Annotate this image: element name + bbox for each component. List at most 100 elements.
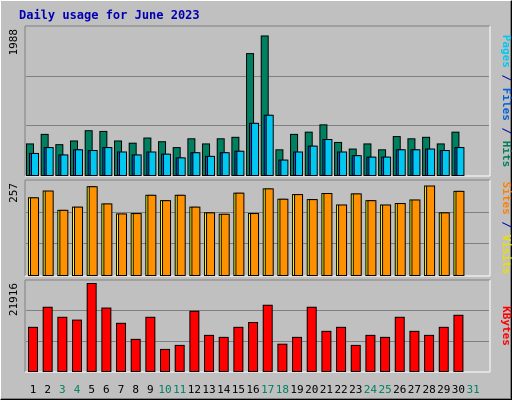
sites-bar xyxy=(88,186,98,276)
kbytes-bar xyxy=(321,330,332,372)
sites-bar xyxy=(132,213,142,276)
sites-bar xyxy=(308,199,318,276)
day-label: 13 xyxy=(202,383,215,396)
pages-bar xyxy=(383,156,392,176)
middle-max-label: 257 xyxy=(7,183,20,203)
bottom-max-label: 21916 xyxy=(7,283,20,316)
pages-bar xyxy=(353,155,362,176)
kbytes-bar xyxy=(28,326,38,373)
pages-bar xyxy=(119,151,128,176)
pages-bar xyxy=(251,122,260,176)
middle-legend-part: Visits xyxy=(500,235,512,275)
sites-bar xyxy=(191,206,201,277)
pages-bar xyxy=(339,151,348,176)
sites-bar xyxy=(367,200,377,276)
day-label: 30 xyxy=(452,383,465,396)
top-legend-part: / xyxy=(500,121,512,141)
kbytes-bar xyxy=(174,344,185,373)
kbytes-bar xyxy=(57,316,68,372)
kbytes-bar xyxy=(233,326,244,373)
pages-bar xyxy=(60,154,69,176)
kbytes-bar xyxy=(130,338,141,372)
pages-bar xyxy=(441,150,450,176)
sites-bar xyxy=(352,193,362,276)
day-label: 12 xyxy=(188,383,201,396)
day-label: 18 xyxy=(276,383,289,396)
pages-bar xyxy=(456,147,465,177)
pages-bar xyxy=(265,114,274,176)
kbytes-bar xyxy=(248,322,259,373)
pages-bar xyxy=(295,151,304,176)
day-label: 27 xyxy=(408,383,421,396)
sites-bar xyxy=(250,213,260,276)
pages-bar xyxy=(148,151,157,176)
pages-bar xyxy=(412,149,421,177)
middle-legend-part: / xyxy=(500,215,512,235)
kbytes-bar xyxy=(189,310,200,372)
pages-bar xyxy=(221,152,230,176)
sites-bar xyxy=(264,188,274,276)
sites-bar xyxy=(323,193,333,276)
sites-bar xyxy=(338,204,348,276)
pages-bar xyxy=(397,149,406,177)
sites-bar xyxy=(382,204,392,276)
kbytes-bar xyxy=(72,319,83,372)
day-label: 20 xyxy=(305,383,318,396)
kbytes-bar xyxy=(336,326,347,373)
kbytes-bar xyxy=(306,306,317,372)
kbytes-bar xyxy=(218,336,229,373)
sites-bar xyxy=(162,200,172,276)
kbytes-bar xyxy=(394,316,405,372)
day-label: 31 xyxy=(466,383,479,396)
top-legend-part: Files xyxy=(500,88,512,121)
kbytes-bar xyxy=(262,304,273,373)
day-label: 29 xyxy=(437,383,450,396)
kbytes-bar xyxy=(145,316,156,372)
top-legend-part: Pages xyxy=(500,35,512,68)
sites-bar xyxy=(176,194,186,276)
sites-bar xyxy=(206,212,216,276)
kbytes-bar xyxy=(292,336,303,373)
day-label: 26 xyxy=(393,383,406,396)
kbytes-bar xyxy=(204,334,215,373)
middle-legend: Sites / Visits xyxy=(500,182,512,275)
day-label: 6 xyxy=(103,383,110,396)
pages-bar xyxy=(104,147,113,177)
pages-bar xyxy=(309,145,318,177)
sites-bar xyxy=(44,190,54,277)
sites-bar xyxy=(118,213,128,276)
top-legend-part: / xyxy=(500,68,512,88)
sites-bar xyxy=(455,190,465,276)
day-label: 14 xyxy=(217,383,231,396)
kbytes-bar xyxy=(86,283,97,372)
pages-bar xyxy=(45,147,54,177)
day-label: 19 xyxy=(290,383,303,396)
kbytes-bar xyxy=(277,343,288,372)
pages-bar xyxy=(133,154,142,176)
sites-bar xyxy=(440,212,450,276)
pages-bar xyxy=(177,157,186,177)
kbytes-bar xyxy=(116,322,127,373)
bottom-legend-part: KBytes xyxy=(500,306,512,346)
sites-bar xyxy=(103,203,113,276)
sites-bar xyxy=(279,198,289,276)
pages-bar xyxy=(368,156,377,176)
sites-bar xyxy=(30,197,39,276)
day-label: 21 xyxy=(320,383,333,396)
day-label: 28 xyxy=(422,383,435,396)
pages-bar xyxy=(89,150,98,176)
pages-bar xyxy=(163,153,172,176)
day-label: 11 xyxy=(173,383,186,396)
chart-title: Daily usage for June 2023 xyxy=(19,8,200,22)
day-label: 22 xyxy=(334,383,347,396)
day-label: 23 xyxy=(349,383,362,396)
day-label: 1 xyxy=(30,383,37,396)
top-legend-part: Hits xyxy=(500,141,512,168)
sites-bar xyxy=(74,206,84,277)
top-max-label: 1988 xyxy=(7,29,20,56)
kbytes-bar xyxy=(42,306,53,372)
day-label: 15 xyxy=(232,383,245,396)
day-label: 5 xyxy=(88,383,95,396)
day-label: 10 xyxy=(158,383,171,396)
